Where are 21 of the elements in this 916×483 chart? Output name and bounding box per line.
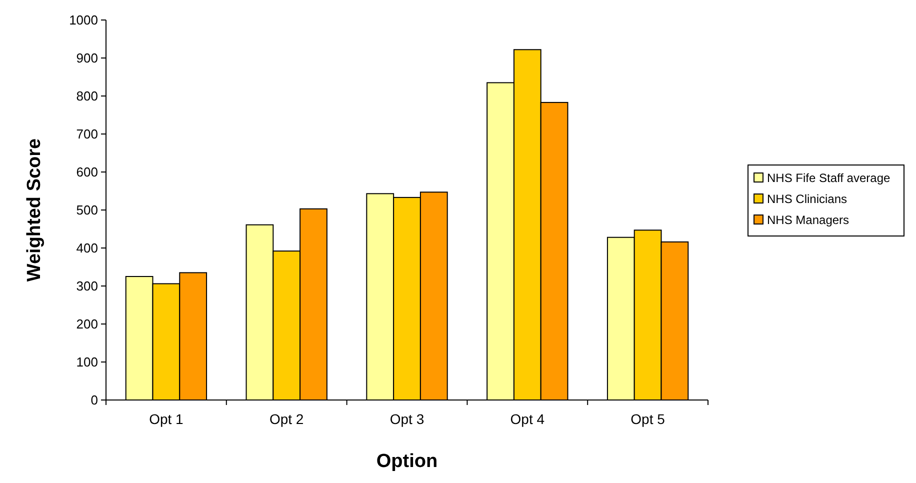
y-tick-label: 100: [76, 354, 98, 370]
y-tick-label: 200: [76, 316, 98, 332]
y-tick-label: 600: [76, 164, 98, 180]
y-tick-label: 700: [76, 126, 98, 142]
legend-label: NHS Clinicians: [767, 192, 848, 206]
y-tick-label: 900: [76, 50, 98, 66]
y-tick-label: 800: [76, 88, 98, 104]
x-tick-label: Opt 5: [630, 411, 666, 427]
y-tick-label: 400: [76, 240, 98, 256]
y-tick-label: 0: [90, 392, 98, 408]
x-tick-label: Opt 3: [390, 411, 424, 427]
y-tick-label: 1000: [69, 12, 98, 28]
x-tick-label: Opt 1: [149, 411, 184, 427]
x-axis-title: Option: [376, 451, 438, 472]
y-axis-title: Weighted Score: [24, 138, 45, 282]
legend-label: NHS Fife Staff average: [767, 171, 890, 185]
y-tick-label: 500: [76, 202, 98, 218]
x-tick-label: Opt 4: [510, 411, 545, 427]
legend-label: NHS Managers: [767, 213, 850, 227]
y-tick-label: 300: [76, 278, 98, 294]
x-tick-label: Opt 2: [269, 411, 304, 427]
